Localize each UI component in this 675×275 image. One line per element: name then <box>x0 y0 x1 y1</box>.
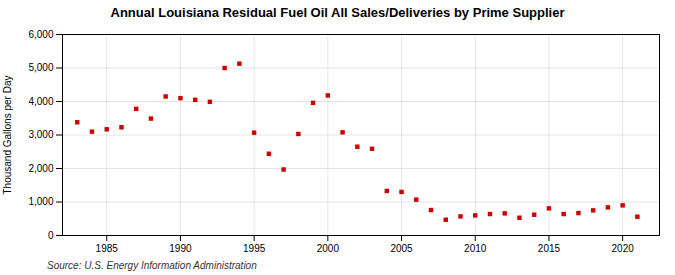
svg-text:1995: 1995 <box>243 243 266 254</box>
svg-text:6,000: 6,000 <box>28 29 53 40</box>
svg-text:1990: 1990 <box>169 243 192 254</box>
svg-text:5,000: 5,000 <box>28 62 53 73</box>
svg-text:2000: 2000 <box>317 243 340 254</box>
svg-text:2010: 2010 <box>464 243 487 254</box>
svg-text:1,000: 1,000 <box>28 196 53 207</box>
html-text:Source: U.S. Energy Informatio: Source: U.S. Energy Information Administ… <box>47 260 257 271</box>
svg-text:4,000: 4,000 <box>28 96 53 107</box>
svg-text:1985: 1985 <box>96 243 119 254</box>
svg-text:3,000: 3,000 <box>28 129 53 140</box>
svg-text:2,000: 2,000 <box>28 163 53 174</box>
svg-text:2005: 2005 <box>390 243 413 254</box>
svg-text:Thousand Gallons per Day: Thousand Gallons per Day <box>2 76 13 195</box>
svg-text:2015: 2015 <box>538 243 561 254</box>
svg-text:0: 0 <box>48 230 54 241</box>
svg-text:2020: 2020 <box>612 243 635 254</box>
html-text:Annual Louisiana Residual Fuel: Annual Louisiana Residual Fuel Oil All S… <box>110 5 565 20</box>
